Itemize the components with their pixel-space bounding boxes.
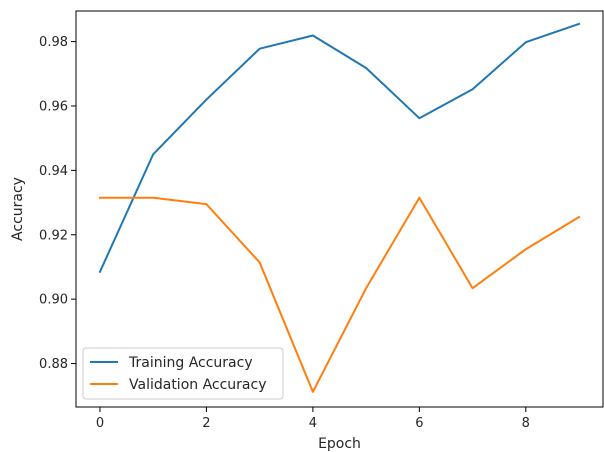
x-tick-label: 4 [309,416,317,431]
x-tick-label: 0 [96,416,104,431]
axis-ticks: 0 2 4 6 8 0.88 0.90 0.92 0.94 0.96 0.98 [39,35,530,431]
legend: Training Accuracy Validation Accuracy [82,347,284,400]
x-tick-label: 2 [202,416,210,431]
series-lines [98,22,581,393]
x-tick-label: 6 [415,416,423,431]
x-axis-title: Epoch [318,436,361,452]
y-axis-title: Accuracy [10,177,26,241]
series-line-validation [98,196,581,393]
y-tick-label: 0.94 [39,164,68,179]
x-tick-label: 8 [522,416,530,431]
y-tick-label: 0.88 [39,357,68,372]
legend-box [82,347,284,400]
series-line-training [98,22,581,274]
legend-label-training: Training Accuracy [128,355,253,371]
y-tick-label: 0.96 [39,99,68,114]
y-tick-label: 0.98 [39,35,68,50]
legend-label-validation: Validation Accuracy [129,377,267,393]
y-tick-label: 0.90 [39,293,68,308]
plot-frame [75,10,604,408]
y-tick-label: 0.92 [39,228,68,243]
